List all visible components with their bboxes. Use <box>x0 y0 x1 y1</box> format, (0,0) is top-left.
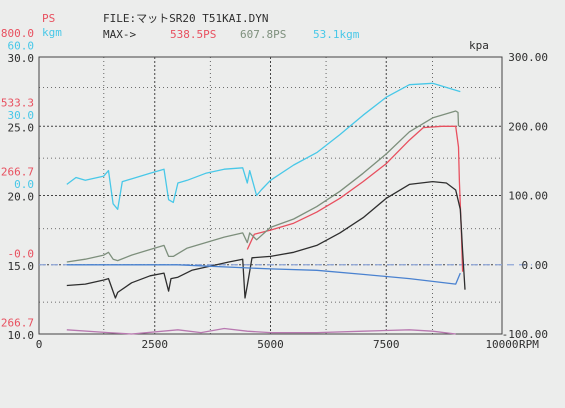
right-tick-label: 300.00 <box>508 51 548 64</box>
left-tick-label: 30.0 <box>8 52 35 65</box>
ps-unit-label: PS <box>42 12 55 25</box>
max-ps2-value: 607.8PS <box>240 28 286 41</box>
kpa-unit-label: kpa <box>469 39 489 52</box>
left-tick-label: 20.0 <box>8 191 35 204</box>
series-line-red <box>246 125 464 272</box>
left-tick-label: -266.7 <box>0 317 34 330</box>
kgm-unit-label: kgm <box>42 26 62 39</box>
max-label: MAX-> <box>103 28 136 41</box>
x-tick-label: 7500 <box>373 338 400 351</box>
rpm-unit-label: RPM <box>519 338 539 351</box>
x-tick-label: 0 <box>36 338 43 351</box>
right-axis: -100.00 0.00 100.00 200.00 300.00 <box>502 51 548 341</box>
max-kgm-value: 53.1kgm <box>313 28 360 41</box>
left-tick-label: 800.0 <box>1 27 34 40</box>
x-axis: 0 2500 5000 7500 10000 <box>36 338 519 351</box>
x-tick-label: 5000 <box>257 338 284 351</box>
left-tick-label: 0.0 <box>14 178 34 191</box>
left-tick-label: 15.0 <box>8 260 35 273</box>
right-tick-label: 100.00 <box>508 190 548 203</box>
x-tick-label: 10000 <box>485 338 518 351</box>
series-line-purple <box>66 327 456 335</box>
right-tick-label: 0.00 <box>522 259 549 272</box>
left-axis: 800.060.030.0533.330.025.0266.70.020.0-0… <box>0 27 34 342</box>
left-tick-label: 25.0 <box>8 121 35 134</box>
left-tick-label: 60.0 <box>8 40 35 53</box>
left-tick-label: 10.0 <box>8 329 35 342</box>
series-line-cyan <box>66 82 461 210</box>
right-tick-label: 200.00 <box>508 120 548 133</box>
file-name: FILE:マットSR20 T51KAI.DYN <box>103 12 268 25</box>
x-tick-label: 2500 <box>142 338 169 351</box>
max-ps-value: 538.5PS <box>170 28 216 41</box>
series-line-blue <box>66 264 461 285</box>
series-line-black <box>66 180 466 299</box>
left-tick-label: 533.3 <box>1 96 34 109</box>
right-tick-label: -100.00 <box>502 328 548 341</box>
left-tick-label: -0.0 <box>8 247 35 260</box>
left-tick-label: 30.0 <box>8 109 35 122</box>
left-tick-label: 266.7 <box>1 166 34 179</box>
series-layer <box>66 82 466 335</box>
series-line-green <box>66 110 460 263</box>
